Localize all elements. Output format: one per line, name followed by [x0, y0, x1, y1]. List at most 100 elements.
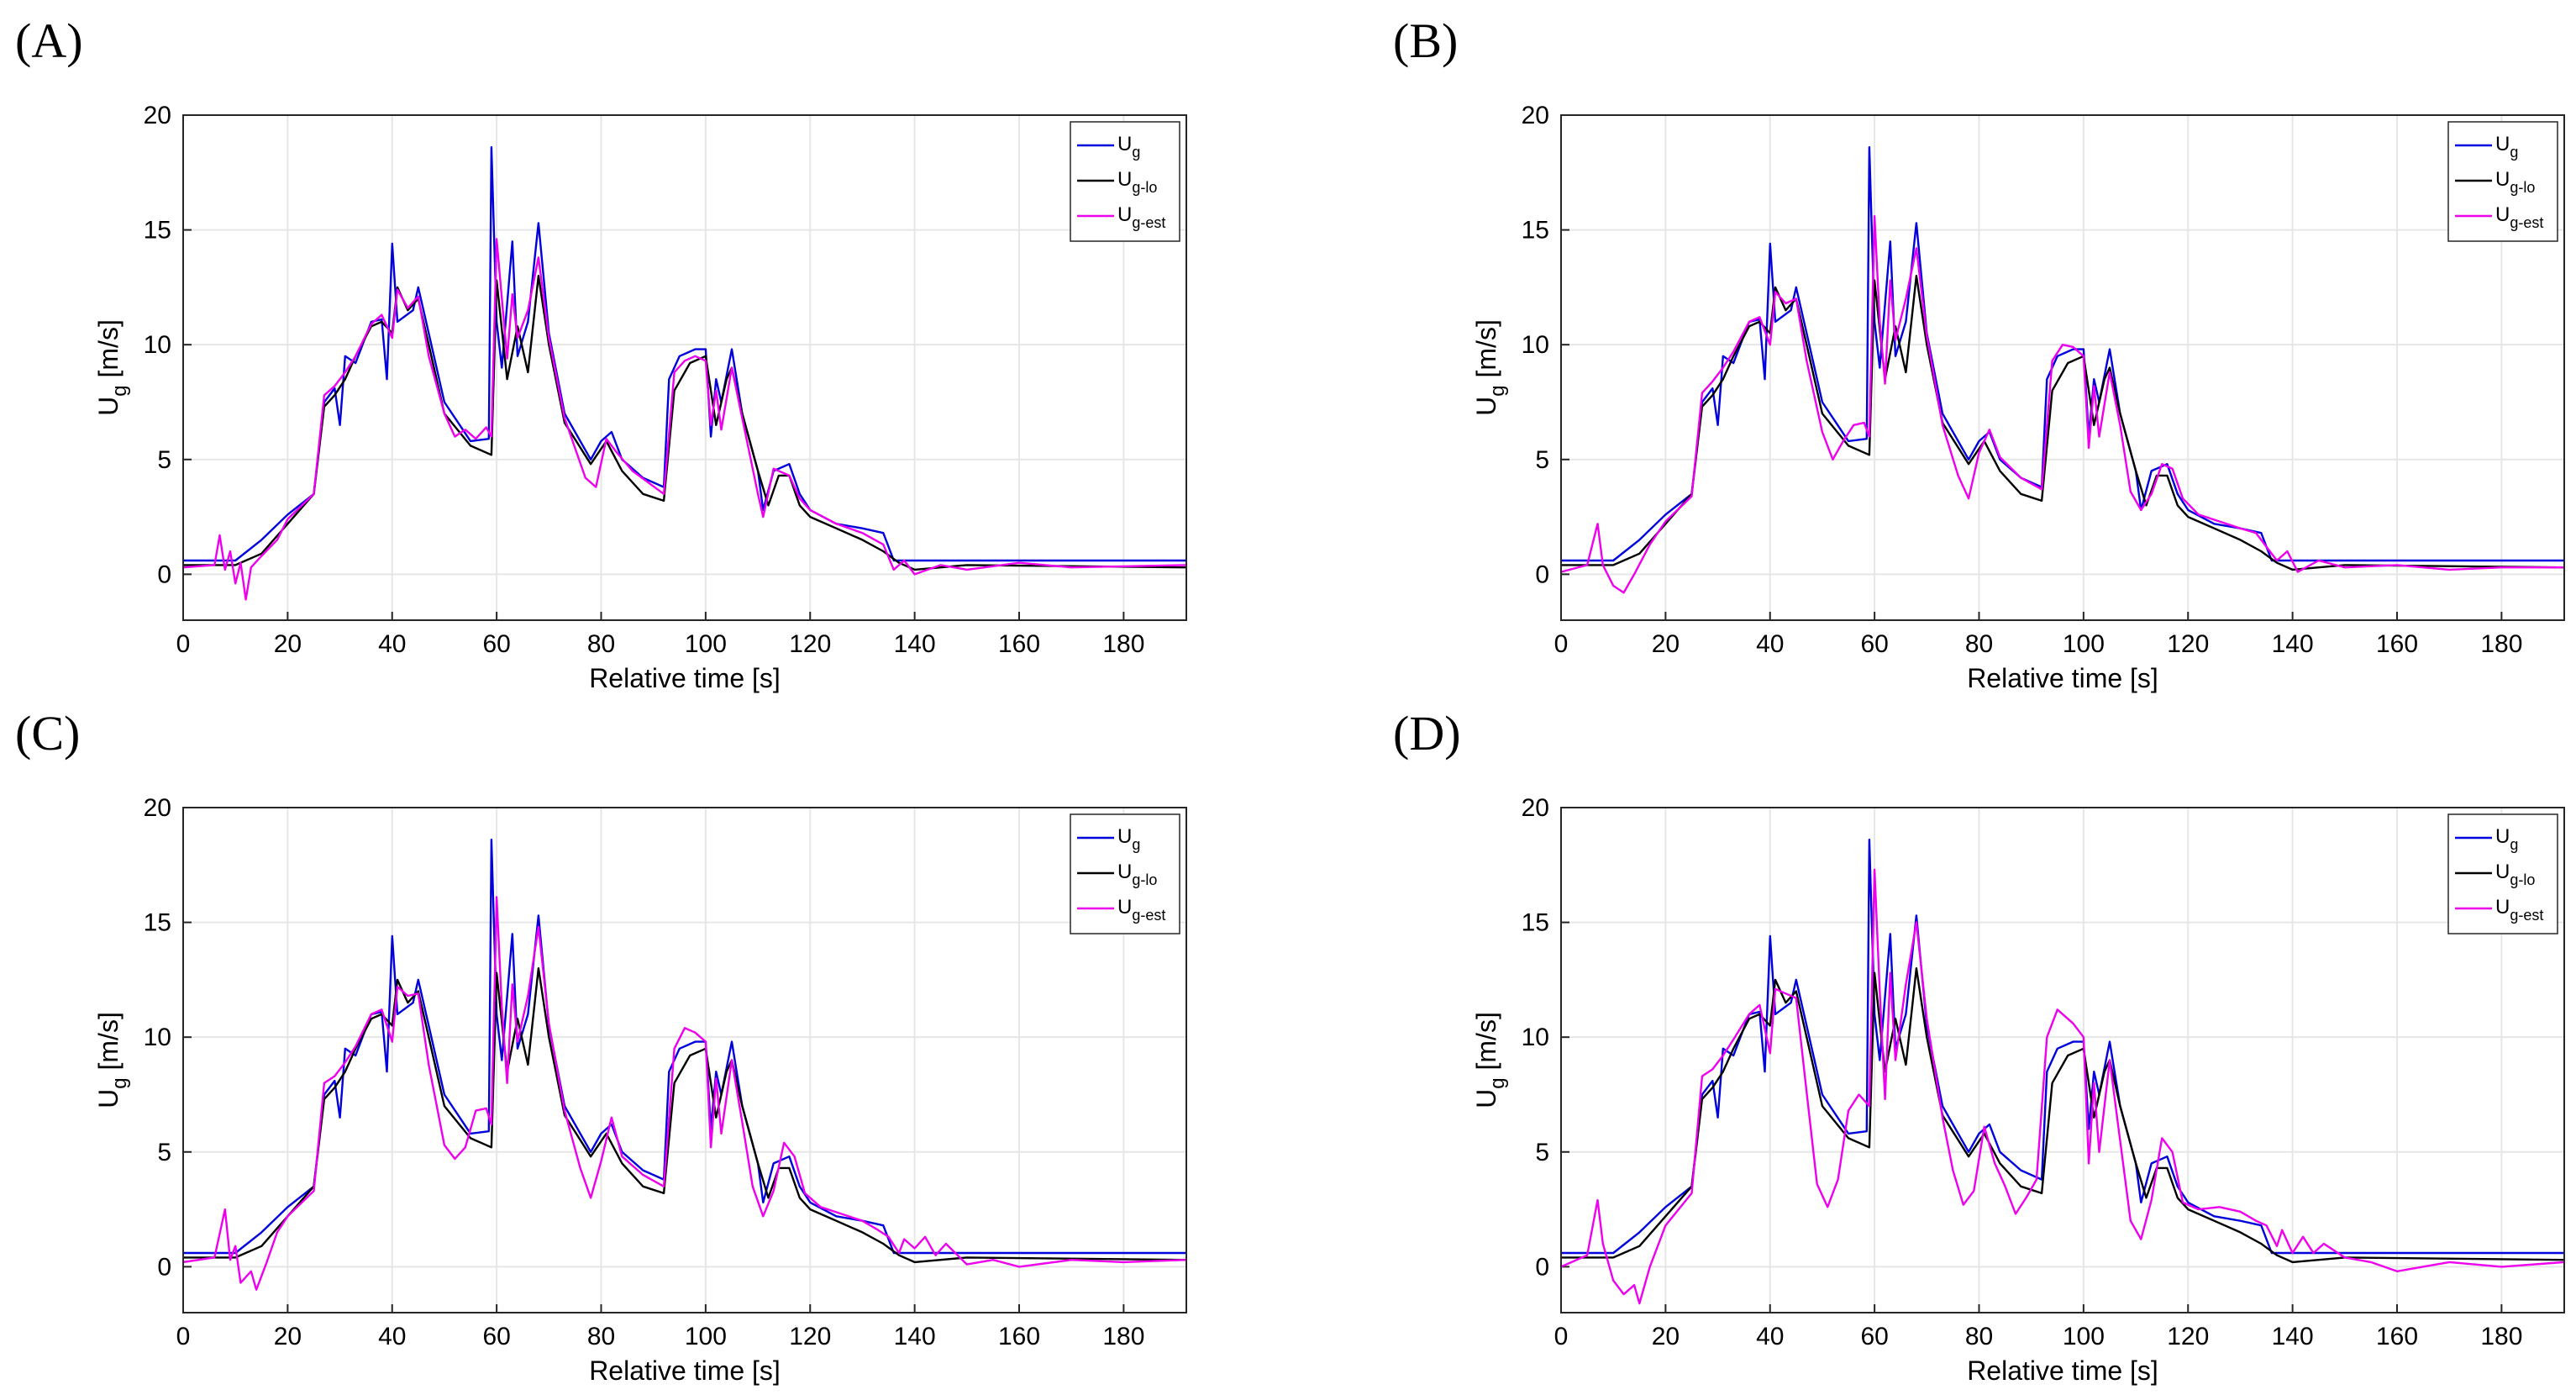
- y-tick-label: 10: [144, 1024, 171, 1051]
- x-tick-label: 140: [894, 1323, 936, 1350]
- panel-label: (B): [1393, 13, 1458, 68]
- x-tick-label: 0: [176, 1323, 191, 1350]
- series-line-g: [183, 146, 1186, 562]
- y-axis-title: Ug [m/s]: [93, 1012, 131, 1108]
- x-tick-label: 80: [1965, 630, 1993, 658]
- chart-panel: (A) 0 20 40 60 80 100 120 140 160 180 0 5 10 15 20 Relat…: [15, 13, 1187, 693]
- y-tick-label: 20: [144, 794, 171, 822]
- x-tick-label: 20: [1652, 1323, 1680, 1350]
- x-tick-label: 0: [1554, 1323, 1569, 1350]
- y-tick-label: 15: [1522, 217, 1549, 245]
- panel-label: (C): [15, 706, 80, 761]
- legend-entry: Ug-est: [2495, 203, 2543, 231]
- x-tick-label: 40: [378, 630, 406, 658]
- y-tick-label: 0: [1535, 561, 1549, 588]
- series-line-g-lo: [183, 967, 1186, 1264]
- x-tick-label: 140: [2272, 630, 2314, 658]
- legend-entry: Ug-lo: [2495, 861, 2535, 888]
- x-tick-label: 180: [2480, 630, 2522, 658]
- series-line-g-est: [1561, 215, 2564, 594]
- plot-area: [1561, 808, 2564, 1313]
- y-tick-label: 0: [157, 561, 171, 588]
- x-tick-label: 160: [2376, 630, 2418, 658]
- x-tick-label: 60: [482, 630, 510, 658]
- y-tick-label: 5: [1535, 1139, 1549, 1166]
- x-tick-label: 20: [274, 1323, 302, 1350]
- axes-frame: [1560, 114, 2565, 621]
- x-tick-label: 60: [1860, 1323, 1888, 1350]
- plot-area: [183, 808, 1186, 1313]
- x-axis-title: Relative time [s]: [1967, 663, 2158, 693]
- plot-area: [1561, 115, 2564, 620]
- x-tick-label: 80: [587, 1323, 615, 1350]
- legend-entry: Ug-lo: [1117, 168, 1157, 196]
- legend-entry: Ug: [2495, 825, 2518, 853]
- y-tick-label: 20: [1522, 794, 1549, 822]
- x-tick-label: 80: [1965, 1323, 1993, 1350]
- legend-entry: Ug: [1117, 825, 1140, 853]
- axes-frame: [1560, 807, 2565, 1313]
- y-axis-title: Ug [m/s]: [93, 319, 131, 416]
- legend-entry: Ug-lo: [1117, 861, 1157, 888]
- x-tick-label: 100: [2063, 630, 2105, 658]
- y-tick-label: 15: [1522, 909, 1549, 937]
- series-line-g-est: [183, 238, 1186, 601]
- y-tick-label: 20: [144, 102, 171, 129]
- x-tick-label: 120: [2167, 630, 2209, 658]
- x-axis-title: Relative time [s]: [589, 1356, 781, 1386]
- y-tick-label: 5: [1535, 446, 1549, 474]
- x-tick-label: 20: [1652, 630, 1680, 658]
- x-tick-label: 120: [789, 1323, 831, 1350]
- series-line-g-est: [183, 896, 1186, 1291]
- legend-entry: Ug-est: [1117, 203, 1165, 231]
- x-tick-label: 40: [1756, 1323, 1784, 1350]
- y-tick-label: 5: [157, 446, 171, 474]
- legend-entry: Ug-lo: [2495, 168, 2535, 196]
- x-tick-label: 100: [685, 1323, 727, 1350]
- x-tick-label: 140: [894, 630, 936, 658]
- x-tick-label: 120: [2167, 1323, 2209, 1350]
- y-tick-label: 5: [157, 1139, 171, 1166]
- x-tick-label: 100: [685, 630, 727, 658]
- legend-entry: Ug-est: [1117, 896, 1165, 924]
- x-tick-label: 0: [1554, 630, 1569, 658]
- x-tick-label: 100: [2063, 1323, 2105, 1350]
- x-tick-label: 160: [998, 1323, 1040, 1350]
- chart-panel: (B) 0 20 40 60 80 100 120 140 160 180 0 5 10 15 20 Relat…: [1393, 13, 2565, 693]
- y-axis-title: Ug [m/s]: [1471, 1012, 1509, 1108]
- panel-label: (A): [15, 13, 83, 68]
- x-tick-label: 60: [482, 1323, 510, 1350]
- x-tick-label: 40: [378, 1323, 406, 1350]
- x-tick-label: 80: [587, 630, 615, 658]
- axes-frame: [182, 807, 1187, 1313]
- x-tick-label: 180: [2480, 1323, 2522, 1350]
- y-axis-title: Ug [m/s]: [1471, 319, 1509, 416]
- x-axis-title: Relative time [s]: [1967, 1356, 2158, 1386]
- y-tick-label: 10: [1522, 1024, 1549, 1051]
- chart-panel: (D) 0 20 40 60 80 100 120 140 160 180 0 5 10 15 20 Relat…: [1393, 706, 2565, 1386]
- x-tick-label: 120: [789, 630, 831, 658]
- legend-entry: Ug: [1117, 133, 1140, 161]
- x-tick-label: 20: [274, 630, 302, 658]
- legend-entry: Ug: [2495, 133, 2518, 161]
- y-tick-label: 15: [144, 217, 171, 245]
- y-tick-label: 20: [1522, 102, 1549, 129]
- chart-panel: (C) 0 20 40 60 80 100 120 140 160 180 0 5 10 15 20 Relat…: [15, 706, 1187, 1386]
- plot-area: [183, 115, 1186, 620]
- series-line-g-est: [1561, 868, 2564, 1305]
- series-line-g: [1561, 146, 2564, 562]
- x-tick-label: 160: [2376, 1323, 2418, 1350]
- y-tick-label: 15: [144, 909, 171, 937]
- x-axis-title: Relative time [s]: [589, 663, 781, 693]
- axes-frame: [182, 114, 1187, 621]
- y-tick-label: 0: [1535, 1253, 1549, 1281]
- y-tick-label: 0: [157, 1253, 171, 1281]
- x-tick-label: 40: [1756, 630, 1784, 658]
- x-tick-label: 140: [2272, 1323, 2314, 1350]
- y-tick-label: 10: [1522, 331, 1549, 359]
- legend-entry: Ug-est: [2495, 896, 2543, 924]
- x-tick-label: 180: [1102, 630, 1144, 658]
- x-tick-label: 180: [1102, 1323, 1144, 1350]
- y-tick-label: 10: [144, 331, 171, 359]
